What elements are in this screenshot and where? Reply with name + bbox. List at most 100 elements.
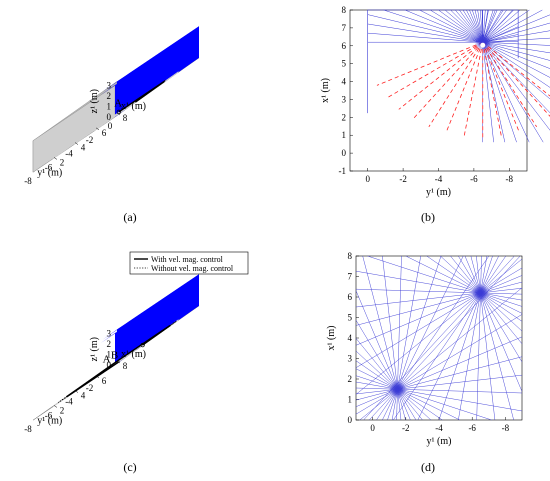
ray <box>404 9 483 43</box>
ray <box>482 41 550 88</box>
ray <box>355 389 398 415</box>
ray <box>480 258 523 294</box>
ray <box>482 26 519 43</box>
ray <box>367 14 483 43</box>
ray <box>470 255 481 293</box>
x-tick <box>95 127 100 131</box>
ray <box>480 287 523 294</box>
z-tick-label: 2 <box>107 339 112 349</box>
ray <box>482 9 514 43</box>
z-tick-label: 0 <box>107 112 112 122</box>
y-tick-label: 5 <box>348 313 353 323</box>
y-tick-label: 8 <box>342 5 347 15</box>
ray <box>355 292 481 346</box>
ray <box>355 350 398 390</box>
ray <box>438 292 481 421</box>
ray <box>482 37 550 43</box>
ray <box>482 42 494 143</box>
wall-top <box>100 26 199 96</box>
y-tick-label: 4 <box>342 77 347 87</box>
ray <box>419 9 483 43</box>
ray <box>458 292 481 421</box>
source-glow-1 <box>479 291 482 295</box>
ray <box>480 292 523 314</box>
y-tick-label: 6 <box>348 292 353 302</box>
ray-dashed <box>482 42 502 137</box>
y-axis-label: y¹ (m) <box>37 416 62 427</box>
y-tick-label: 0 <box>342 148 347 158</box>
ray <box>397 389 460 421</box>
panel-label-c: (c) <box>123 460 136 474</box>
ray <box>369 389 398 421</box>
z-tick-label: 1 <box>107 102 112 112</box>
ray <box>397 356 523 390</box>
ray <box>382 255 398 390</box>
ray <box>397 389 411 421</box>
x-tick-label: -8 <box>506 174 514 184</box>
y-tick-label: -6 <box>45 162 53 172</box>
ray <box>455 9 483 43</box>
y-tick-label: 8 <box>348 251 353 261</box>
ray <box>482 9 494 43</box>
y-tick-label: -2 <box>86 383 94 393</box>
ray <box>482 41 550 46</box>
ray <box>367 32 483 43</box>
ray <box>363 292 481 421</box>
ray <box>477 9 483 43</box>
ray <box>367 23 483 43</box>
ray <box>476 255 481 293</box>
panel-label-a: (a) <box>123 210 136 224</box>
source-marker <box>480 42 486 48</box>
z-axis-label: z¹ (m) <box>89 337 100 361</box>
x-tick-label: -8 <box>502 423 510 433</box>
wall-top <box>100 274 199 344</box>
ray <box>482 9 496 43</box>
x-tick-label: 8 <box>123 113 128 123</box>
trajectory-with-control <box>118 79 166 113</box>
ray <box>450 9 483 43</box>
ray <box>480 292 523 344</box>
ray <box>480 292 523 322</box>
y-tick-label: -8 <box>24 176 32 186</box>
x-tick-label: 4 <box>81 143 86 153</box>
ray <box>480 292 523 392</box>
x-tick-label: 6 <box>102 376 107 386</box>
wall-y0 <box>115 26 199 117</box>
ray <box>397 389 423 421</box>
ray <box>397 314 523 390</box>
ray <box>482 30 550 43</box>
z-tick-label: 2 <box>107 91 112 101</box>
ray <box>482 9 498 43</box>
ray <box>481 9 483 43</box>
ray <box>469 9 483 43</box>
ray <box>397 287 523 390</box>
ray <box>376 389 398 421</box>
ray <box>450 255 481 294</box>
ray-dashed <box>482 42 520 133</box>
ray <box>458 255 481 294</box>
ray <box>397 255 442 390</box>
ray <box>355 389 398 401</box>
ray <box>480 292 514 421</box>
ray <box>355 389 398 407</box>
ray <box>482 42 550 131</box>
ray <box>480 292 523 301</box>
y-tick-label: 1 <box>342 130 347 140</box>
y-tick-label: 4 <box>348 333 353 343</box>
ray <box>355 389 398 395</box>
ray <box>480 255 506 294</box>
x-tick-label: 4 <box>81 391 86 401</box>
ray <box>480 267 523 294</box>
z-tick-label: 3 <box>107 81 112 91</box>
y-tick-label: 3 <box>348 354 353 364</box>
y-tick-label: -4 <box>65 397 73 407</box>
rays-dashed <box>376 41 550 138</box>
ray <box>482 42 550 100</box>
ray-dashed <box>482 41 550 117</box>
y-tick-label: 2 <box>342 112 347 122</box>
ray <box>417 292 481 421</box>
ray <box>482 42 530 143</box>
ray <box>482 41 550 69</box>
x-axis-label: x¹ (m) <box>121 349 146 360</box>
